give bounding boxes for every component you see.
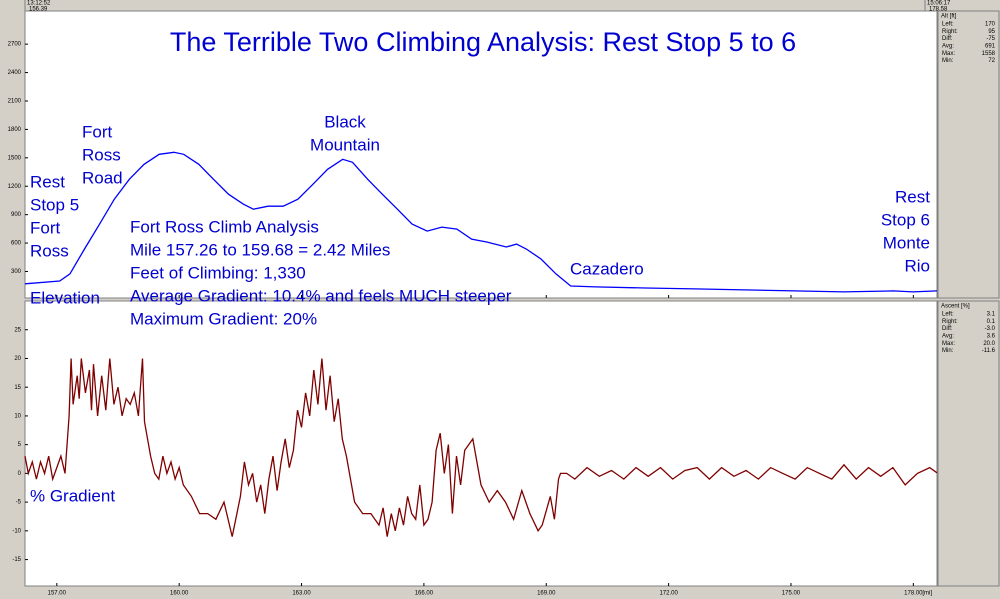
series-label: Elevation xyxy=(30,288,100,307)
annotation: Fort Ross Climb Analysis xyxy=(130,217,319,236)
y-tick-label: 1200 xyxy=(8,184,22,190)
data-line xyxy=(24,358,938,537)
data-line xyxy=(24,151,938,293)
y-tick-label: -5 xyxy=(16,500,22,506)
stats-name: Max: xyxy=(942,51,955,57)
y-tick-label: 10 xyxy=(14,413,21,419)
stats-value: 0.1 xyxy=(987,319,996,325)
stats-name: Left: xyxy=(942,22,954,28)
stats-value: 3.1 xyxy=(987,312,996,318)
y-tick-label: 300 xyxy=(11,269,22,275)
annotation: Black xyxy=(324,112,366,131)
annotation: Stop 6 xyxy=(881,210,930,229)
stats-name: Min: xyxy=(942,348,954,354)
y-tick-label: 5 xyxy=(18,442,22,448)
y-tick-label: 0 xyxy=(18,471,22,477)
chart-title: The Terrible Two Climbing Analysis: Rest… xyxy=(170,27,796,57)
x-tick-label: 172.00 xyxy=(659,591,678,597)
stats-value: -3.0 xyxy=(985,326,996,332)
annotation: Road xyxy=(82,168,123,187)
annotation: Mile 157.26 to 159.68 = 2.42 Miles xyxy=(130,240,390,259)
stats-value: 72 xyxy=(988,58,995,64)
cursor-time: 15:06:17 xyxy=(927,1,951,7)
annotation: Ross xyxy=(82,145,121,164)
x-tick-label: 163.00 xyxy=(292,591,311,597)
y-tick-label: 1500 xyxy=(8,155,22,161)
series-label: % Gradient xyxy=(30,486,115,505)
y-tick-label: 20 xyxy=(14,356,21,362)
y-tick-label: 1800 xyxy=(8,127,22,133)
y-tick-label: -10 xyxy=(12,528,21,534)
x-axis-label: [mi] xyxy=(922,591,932,597)
stats-label: Ascent [%] xyxy=(941,304,970,310)
y-tick-label: 15 xyxy=(14,385,21,391)
y-tick-label: 25 xyxy=(14,327,21,333)
annotation: Rest xyxy=(895,187,930,206)
gradient-panel xyxy=(24,300,938,587)
stats-name: Max: xyxy=(942,341,955,347)
x-tick-label: 157.00 xyxy=(48,591,67,597)
stats-panel xyxy=(937,10,1000,299)
cursor-mile: 178.58 xyxy=(929,7,948,13)
x-tick-label: 175.00 xyxy=(782,591,801,597)
stats-value: 95 xyxy=(988,29,995,35)
stats-name: Left: xyxy=(942,312,954,318)
annotation: Monte xyxy=(883,233,930,252)
stats-value: 20.0 xyxy=(983,341,995,347)
annotation: Ross xyxy=(30,241,69,260)
y-tick-label: 2400 xyxy=(8,70,22,76)
stats-value: 1558 xyxy=(982,51,996,57)
stats-name: Right: xyxy=(942,319,958,325)
stats-name: Diff: xyxy=(942,36,953,42)
stats-value: 691 xyxy=(985,43,996,49)
stats-panel xyxy=(937,300,1000,587)
y-tick-label: 2100 xyxy=(8,99,22,105)
annotation: Maximum Gradient: 20% xyxy=(130,309,317,328)
annotation: Feet of Climbing: 1,330 xyxy=(130,263,306,282)
y-tick-label: 600 xyxy=(11,241,22,247)
stats-name: Avg: xyxy=(942,333,954,339)
x-tick-label: 160.00 xyxy=(170,591,189,597)
annotation: Cazadero xyxy=(570,259,644,278)
annotation: Fort xyxy=(30,218,61,237)
stats-name: Right: xyxy=(942,29,958,35)
stats-label: Alt [ft] xyxy=(941,14,957,20)
y-tick-label: 900 xyxy=(11,212,22,218)
annotation: Average Gradient: 10.4% and feels MUCH s… xyxy=(130,286,512,305)
annotation: Rest xyxy=(30,172,65,191)
stats-value: -11.6 xyxy=(982,348,996,354)
x-tick-label: 166.00 xyxy=(415,591,434,597)
cursor-time: 13:12:52 xyxy=(27,1,51,7)
stats-value: 3.6 xyxy=(987,333,996,339)
elevation-panel xyxy=(24,10,938,299)
stats-value: 170 xyxy=(985,22,996,28)
stats-name: Avg: xyxy=(942,43,954,49)
annotation: Fort xyxy=(82,122,113,141)
x-tick-label: 178.00 xyxy=(904,591,923,597)
annotation: Mountain xyxy=(310,135,380,154)
y-tick-label: 2700 xyxy=(8,42,22,48)
stats-name: Min: xyxy=(942,58,954,64)
stats-value: -75 xyxy=(986,36,995,42)
x-tick-label: 169.00 xyxy=(537,591,556,597)
cursor-mile: 156.39 xyxy=(29,7,48,13)
annotation: Stop 5 xyxy=(30,195,79,214)
stats-name: Diff: xyxy=(942,326,953,332)
y-tick-label: -15 xyxy=(12,557,21,563)
annotation: Rio xyxy=(904,256,930,275)
